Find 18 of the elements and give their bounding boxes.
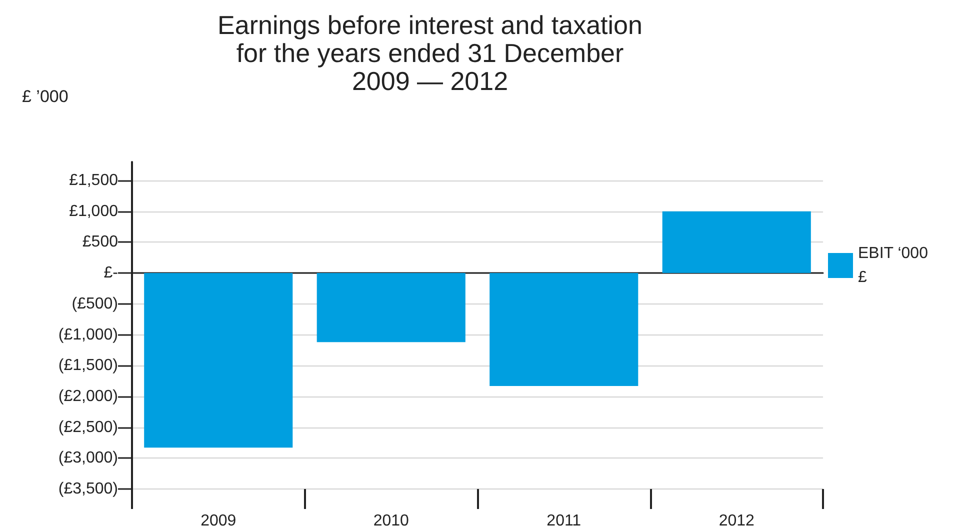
y-tick-label: (£2,000) <box>58 388 118 405</box>
y-tick-label: (£2,500) <box>58 418 118 436</box>
y-tick-label: (£1,500) <box>58 357 118 374</box>
y-tick-label: £500 <box>82 234 118 251</box>
y-tick-label: £1,500 <box>69 172 118 190</box>
x-tick-label: 2009 <box>200 512 236 530</box>
x-tick-label: 2011 <box>546 512 582 530</box>
y-tick-label: (£3,000) <box>58 450 118 467</box>
y-tick-label: (£500) <box>72 295 118 312</box>
y-tick-label: £1,000 <box>69 202 118 220</box>
y-axis-title: £ ’000 <box>22 87 68 106</box>
y-tick-label: £- <box>104 264 118 282</box>
chart-title: Earnings before interest and taxation for the years ended 31 December 2009 — 2012 <box>218 10 642 96</box>
y-tick-label: (£1,000) <box>58 326 118 344</box>
y-tick-label: (£3,500) <box>58 480 118 498</box>
x-tick-label: 2012 <box>718 512 755 530</box>
x-tick-label: 2010 <box>373 512 410 530</box>
legend-label: EBIT ‘000 £ <box>858 245 932 286</box>
